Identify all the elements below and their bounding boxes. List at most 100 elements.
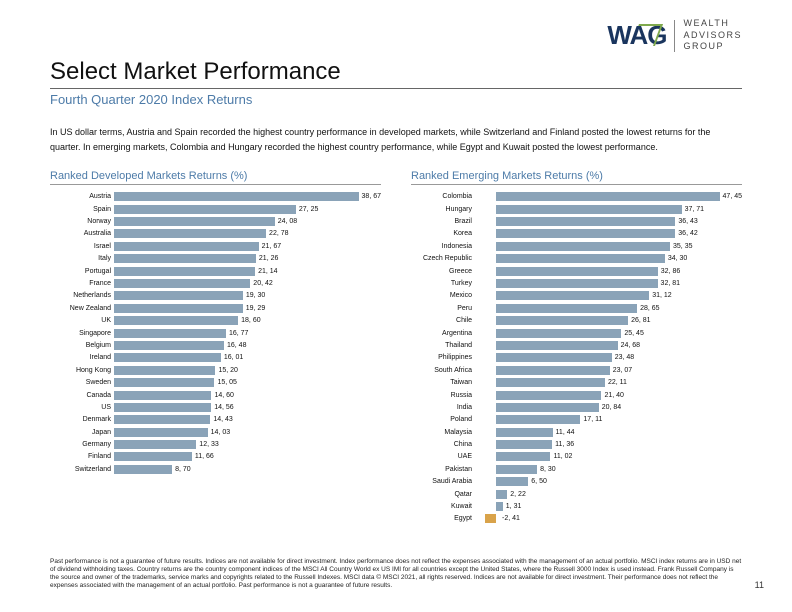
bar-row: Japan14, 03: [50, 426, 381, 438]
bar-value: 25, 45: [621, 330, 643, 337]
bar-area: 27, 25: [114, 203, 381, 215]
bar-row: Canada14, 60: [50, 389, 381, 401]
bar: [114, 415, 210, 424]
bar-label: UAE: [411, 453, 475, 460]
chart-title: Ranked Emerging Markets Returns (%): [411, 170, 742, 185]
bar: [496, 440, 552, 449]
bar: [114, 428, 208, 437]
bar: [496, 452, 550, 461]
bar-area: 22, 78: [114, 228, 381, 240]
bar: [114, 316, 238, 325]
bar-label: Sweden: [50, 379, 114, 386]
bar-row: Qatar2, 22: [411, 488, 742, 500]
bar-row: Korea36, 42: [411, 228, 742, 240]
bar-label: Belgium: [50, 342, 114, 349]
bar-area: 35, 35: [475, 240, 742, 252]
bar: [114, 353, 221, 362]
bar-area: 21, 26: [114, 253, 381, 265]
bar-area: 14, 56: [114, 401, 381, 413]
bar: [496, 490, 507, 499]
bar-label: Korea: [411, 230, 475, 237]
logo-text: WEALTH ADVISORS GROUP: [683, 18, 742, 53]
bar: [496, 353, 611, 362]
bar-label: Poland: [411, 416, 475, 423]
bar-row: Italy21, 26: [50, 253, 381, 265]
bar-value: 8, 30: [537, 466, 556, 473]
bar-area: 21, 40: [475, 389, 742, 401]
bar-row: China11, 36: [411, 438, 742, 450]
emerging-markets-chart: Ranked Emerging Markets Returns (%) Colo…: [411, 170, 742, 526]
bar-area: 21, 67: [114, 240, 381, 252]
logo-divider: [674, 20, 675, 52]
bar-label: Australia: [50, 230, 114, 237]
bar-label: Denmark: [50, 416, 114, 423]
bar-label: Germany: [50, 441, 114, 448]
bar-label: Turkey: [411, 280, 475, 287]
bar-value: 11, 66: [192, 453, 214, 460]
footnote-text: Past performance is not a guarantee of f…: [50, 558, 742, 591]
bar-label: Argentina: [411, 330, 475, 337]
bar-value: 15, 05: [214, 379, 236, 386]
bar: [496, 316, 628, 325]
bar-label: Kuwait: [411, 503, 475, 510]
bar-label: Spain: [50, 206, 114, 213]
logo-text-line: GROUP: [683, 41, 742, 53]
bar: [114, 279, 250, 288]
bar-value: 20, 84: [599, 404, 621, 411]
bar-label: Switzerland: [50, 466, 114, 473]
bar-value: 24, 08: [275, 218, 297, 225]
logo-text-line: WEALTH: [683, 18, 742, 30]
bar-label: Netherlands: [50, 292, 114, 299]
bar-label: Philippines: [411, 354, 475, 361]
bar-area: 31, 12: [475, 290, 742, 302]
bar-label: Pakistan: [411, 466, 475, 473]
bar-value: 14, 56: [211, 404, 233, 411]
bar: [496, 428, 552, 437]
bar-area: 6, 50: [475, 476, 742, 488]
bar-area: 19, 29: [114, 302, 381, 314]
bar-area: 11, 02: [475, 451, 742, 463]
bar-area: 20, 84: [475, 401, 742, 413]
bar-row: Hong Kong15, 20: [50, 364, 381, 376]
bar-row: Germany12, 33: [50, 438, 381, 450]
bar-row: Finland11, 66: [50, 451, 381, 463]
bar-area: 18, 60: [114, 315, 381, 327]
intro-paragraph: In US dollar terms, Austria and Spain re…: [50, 125, 742, 156]
bar-area: 14, 60: [114, 389, 381, 401]
bar-area: 8, 70: [114, 463, 381, 475]
bar-area: 1, 31: [475, 500, 742, 512]
bar-area: 32, 86: [475, 265, 742, 277]
bar-label: US: [50, 404, 114, 411]
bar-label: Mexico: [411, 292, 475, 299]
bar-label: Japan: [50, 429, 114, 436]
bar-label: Egypt: [411, 515, 475, 522]
bar-label: Qatar: [411, 491, 475, 498]
bar-area: 16, 48: [114, 339, 381, 351]
bar: [496, 205, 681, 214]
bar: [496, 192, 720, 201]
bar-value: 15, 20: [215, 367, 237, 374]
bar-label: Italy: [50, 255, 114, 262]
bar-value: 17, 11: [580, 416, 602, 423]
logo-text-line: ADVISORS: [683, 30, 742, 42]
bar-label: Singapore: [50, 330, 114, 337]
bar-label: Peru: [411, 305, 475, 312]
bar-row: India20, 84: [411, 401, 742, 413]
bar-value: 21, 67: [259, 243, 281, 250]
bar-area: 24, 68: [475, 339, 742, 351]
bar: [114, 341, 224, 350]
bar-row: Peru28, 65: [411, 302, 742, 314]
bar-row: Chile26, 81: [411, 315, 742, 327]
bar-label: Taiwan: [411, 379, 475, 386]
bar-row: US 14, 56: [50, 401, 381, 413]
bar-area: 17, 11: [475, 414, 742, 426]
bar-area: 32, 81: [475, 277, 742, 289]
bar: [114, 304, 243, 313]
bar-value: 26, 81: [628, 317, 650, 324]
bar: [496, 477, 528, 486]
bar: [114, 391, 211, 400]
bar-row: Portugal21, 14: [50, 265, 381, 277]
bar-row: Malaysia11, 44: [411, 426, 742, 438]
bar-value: 23, 48: [612, 354, 634, 361]
bar-row: Hungary37, 71: [411, 203, 742, 215]
